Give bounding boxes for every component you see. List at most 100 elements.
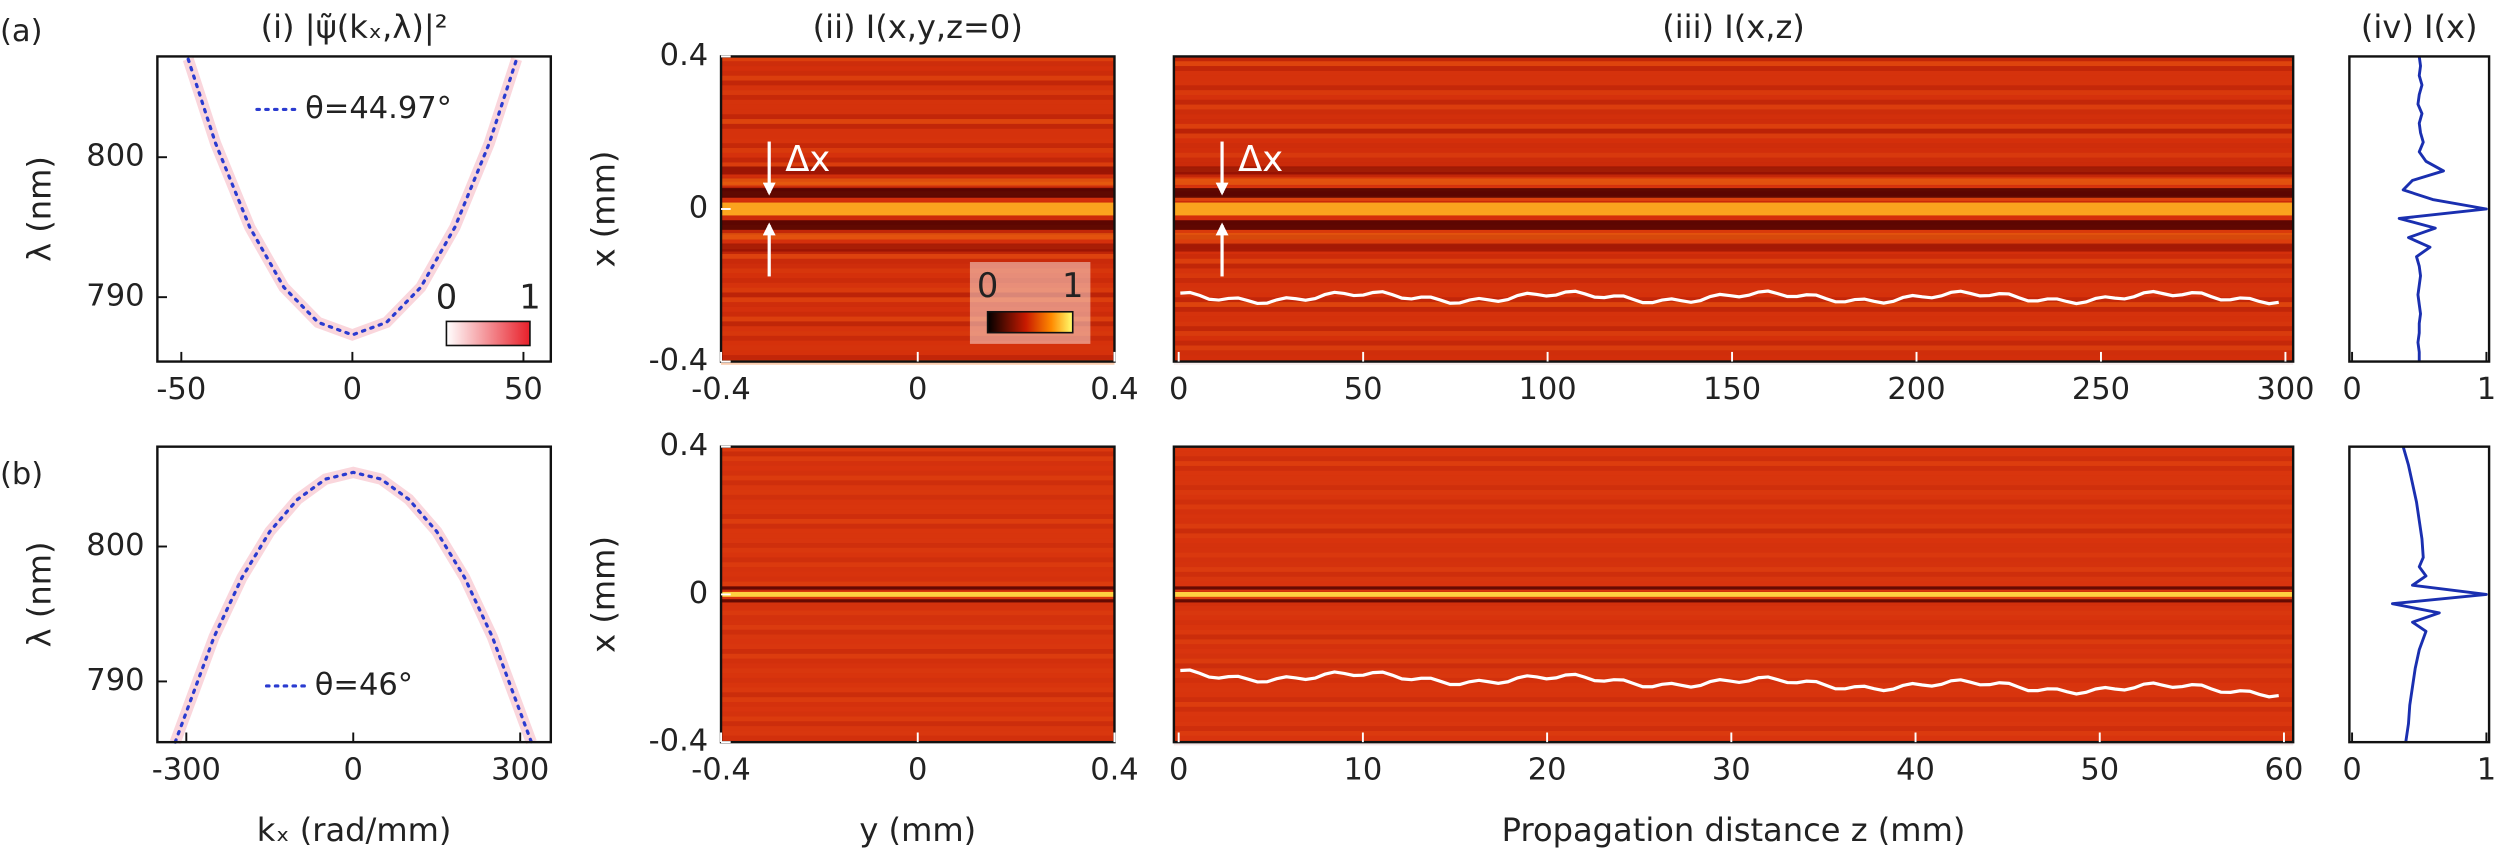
heatmap-stripe bbox=[721, 701, 1115, 707]
heatmap-band bbox=[1173, 220, 2294, 230]
y-axis-label: x (mm) bbox=[584, 536, 622, 653]
heatmap-stripe bbox=[721, 215, 1115, 221]
heatmap-peak bbox=[1173, 591, 2294, 597]
heatmap-stripe bbox=[721, 326, 1115, 332]
heatmap-stripe bbox=[721, 683, 1114, 688]
heatmap-stripe bbox=[721, 278, 1115, 283]
heatmap-stripe bbox=[721, 610, 1115, 616]
x-tick-label: -0.4 bbox=[691, 753, 751, 788]
heatmap-stripe bbox=[1173, 311, 2294, 317]
heatmap-stripe bbox=[1173, 229, 2294, 235]
heatmap-stripe bbox=[721, 687, 1115, 693]
heatmap-stripe bbox=[721, 543, 1115, 548]
heatmap-band bbox=[721, 243, 1115, 252]
heatmap-stripe bbox=[721, 557, 1115, 563]
heatmap-stripe bbox=[721, 138, 1115, 144]
legend-label: θ=46° bbox=[315, 667, 413, 702]
heatmap-stripe bbox=[721, 302, 1115, 307]
heatmap-stripe bbox=[1173, 133, 2294, 139]
heatmap-stripe bbox=[1173, 99, 2294, 105]
heatmap-stripe bbox=[721, 692, 1115, 698]
heatmap-band bbox=[1173, 178, 2294, 185]
heatmap-stripe bbox=[1173, 297, 2294, 303]
heatmap-stripe bbox=[1173, 533, 2294, 539]
heatmap-stripe bbox=[721, 572, 1114, 577]
heatmap-stripe bbox=[721, 470, 1115, 476]
x-tick-label: 10 bbox=[1343, 753, 1382, 788]
heatmap-stripe bbox=[1173, 104, 2294, 110]
heatmap-stripe bbox=[721, 658, 1115, 664]
y-tick-label: 790 bbox=[86, 663, 144, 698]
heatmap-stripe bbox=[721, 504, 1114, 509]
heatmap-stripe bbox=[721, 514, 1115, 519]
x-tick-label: 300 bbox=[2256, 372, 2314, 407]
heatmap-stripe bbox=[1173, 345, 2294, 351]
heatmap-band bbox=[721, 599, 1115, 603]
heatmap-band bbox=[721, 178, 1115, 185]
heatmap-stripe bbox=[721, 562, 1115, 568]
heatmap-stripe bbox=[721, 663, 1114, 668]
heatmap-stripe bbox=[1174, 519, 2293, 524]
heatmap-stripe bbox=[1173, 278, 2294, 283]
heatmap-stripe bbox=[1173, 552, 2294, 558]
heatmap-stripe bbox=[721, 615, 1115, 621]
x-axis-label: Propagation distance z (mm) bbox=[1502, 811, 1966, 849]
heatmap-stripe bbox=[721, 316, 1115, 322]
x-tick-label: -50 bbox=[156, 372, 206, 407]
heatmap-band bbox=[1173, 243, 2294, 252]
heatmap-stripe bbox=[1174, 317, 2293, 322]
colorbar-label: 1 bbox=[519, 277, 540, 316]
plot-frame bbox=[2348, 445, 2491, 744]
heatmap-stripe bbox=[721, 268, 1115, 274]
heatmap-stripe bbox=[1173, 61, 2294, 67]
heatmap-stripe bbox=[721, 335, 1115, 341]
dispersion-curve bbox=[173, 470, 533, 744]
heatmap-stripe bbox=[1174, 548, 2293, 553]
heatmap-stripe bbox=[721, 287, 1115, 293]
heatmap-stripe bbox=[1174, 495, 2293, 500]
colorbar bbox=[445, 320, 531, 347]
heatmap-stripe bbox=[721, 143, 1115, 148]
heatmap-stripe bbox=[1174, 514, 2293, 519]
heatmap-stripe bbox=[1173, 85, 2294, 91]
heatmap-stripe bbox=[1174, 736, 2293, 741]
heatmap-stripe bbox=[721, 258, 1115, 264]
heatmap-stripe bbox=[1173, 610, 2294, 616]
heatmap-stripe bbox=[721, 634, 1115, 640]
heatmap-stripe bbox=[721, 624, 1115, 630]
y-axis-label: λ (nm) bbox=[21, 156, 59, 262]
heatmap-band bbox=[1173, 599, 2294, 603]
heatmap-peak bbox=[721, 202, 1115, 216]
heatmap-stripe bbox=[1174, 683, 2293, 688]
x-tick-label: 0.4 bbox=[1090, 753, 1139, 788]
x-tick-label: 0 bbox=[343, 372, 362, 407]
x-axis-label: y (mm) bbox=[859, 811, 976, 849]
plot-frame bbox=[1172, 445, 2295, 744]
heatmap-stripe bbox=[721, 99, 1115, 105]
heatmap-band bbox=[1173, 586, 2294, 590]
heatmap-stripe bbox=[721, 162, 1115, 168]
heatmap-stripe bbox=[1173, 340, 2294, 346]
heatmap-band bbox=[721, 188, 1115, 198]
heatmap-stripe bbox=[1174, 543, 2293, 548]
heatmap-stripe bbox=[1173, 673, 2294, 678]
heatmap-stripe bbox=[721, 697, 1115, 702]
heatmap-stripe bbox=[721, 311, 1115, 317]
heatmap-stripe bbox=[721, 653, 1115, 659]
heatmap-band bbox=[1173, 233, 2294, 240]
heatmap-stripe bbox=[1174, 692, 2293, 697]
intensity-profile bbox=[2390, 446, 2488, 743]
heatmap-stripe bbox=[1173, 461, 2294, 466]
heatmap-stripe bbox=[1173, 172, 2294, 177]
heatmap-stripe bbox=[721, 153, 1114, 158]
heatmap-stripe bbox=[1173, 701, 2294, 707]
x-tick-label: 20 bbox=[1528, 753, 1567, 788]
heatmap-stripe bbox=[1173, 196, 2294, 201]
heatmap-stripe bbox=[1174, 538, 2293, 543]
plot-frame bbox=[1172, 55, 2295, 363]
y-axis-label: λ (nm) bbox=[21, 541, 59, 647]
heatmap-band bbox=[1173, 188, 2294, 198]
heatmap-stripe bbox=[721, 70, 1115, 76]
heatmap-stripe bbox=[721, 475, 1115, 481]
